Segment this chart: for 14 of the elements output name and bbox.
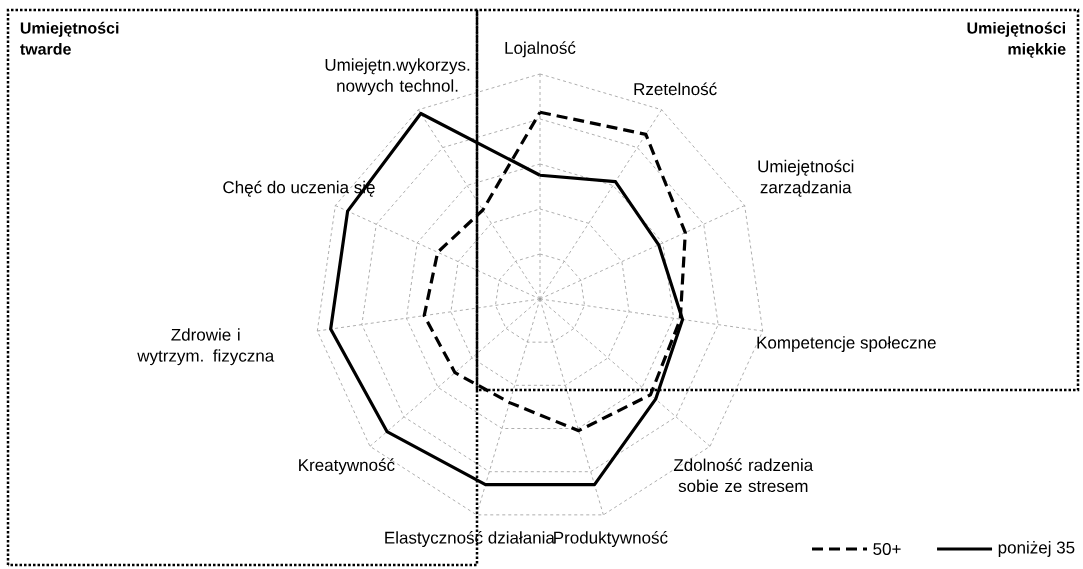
spoke-label: Umiejętności zarządzania <box>758 159 854 197</box>
spoke-label: Lojalność <box>505 41 576 58</box>
spoke-label: Rzetelność <box>634 82 717 96</box>
spoke-label: Kompetencje społeczne <box>757 336 936 352</box>
spoke-label: Zdolność radzenia sobie ze stresem <box>673 458 814 493</box>
text: Umiejętności twarde <box>20 21 119 55</box>
spoke-label: Zdrowie i wytrzym. fizyczna <box>137 328 275 366</box>
spoke-label: Kreatywność <box>299 458 395 475</box>
legend-label: 50+ <box>873 542 901 556</box>
text: Umiejętności miękkie <box>967 21 1066 58</box>
spoke-label: Elastyczność działania <box>385 531 555 548</box>
spoke-label: Umiejętn.wykorzys. nowych technol. <box>325 58 470 96</box>
legend-label: poniżej 35 <box>998 541 1075 557</box>
spoke-label: Produktywność <box>554 531 668 548</box>
